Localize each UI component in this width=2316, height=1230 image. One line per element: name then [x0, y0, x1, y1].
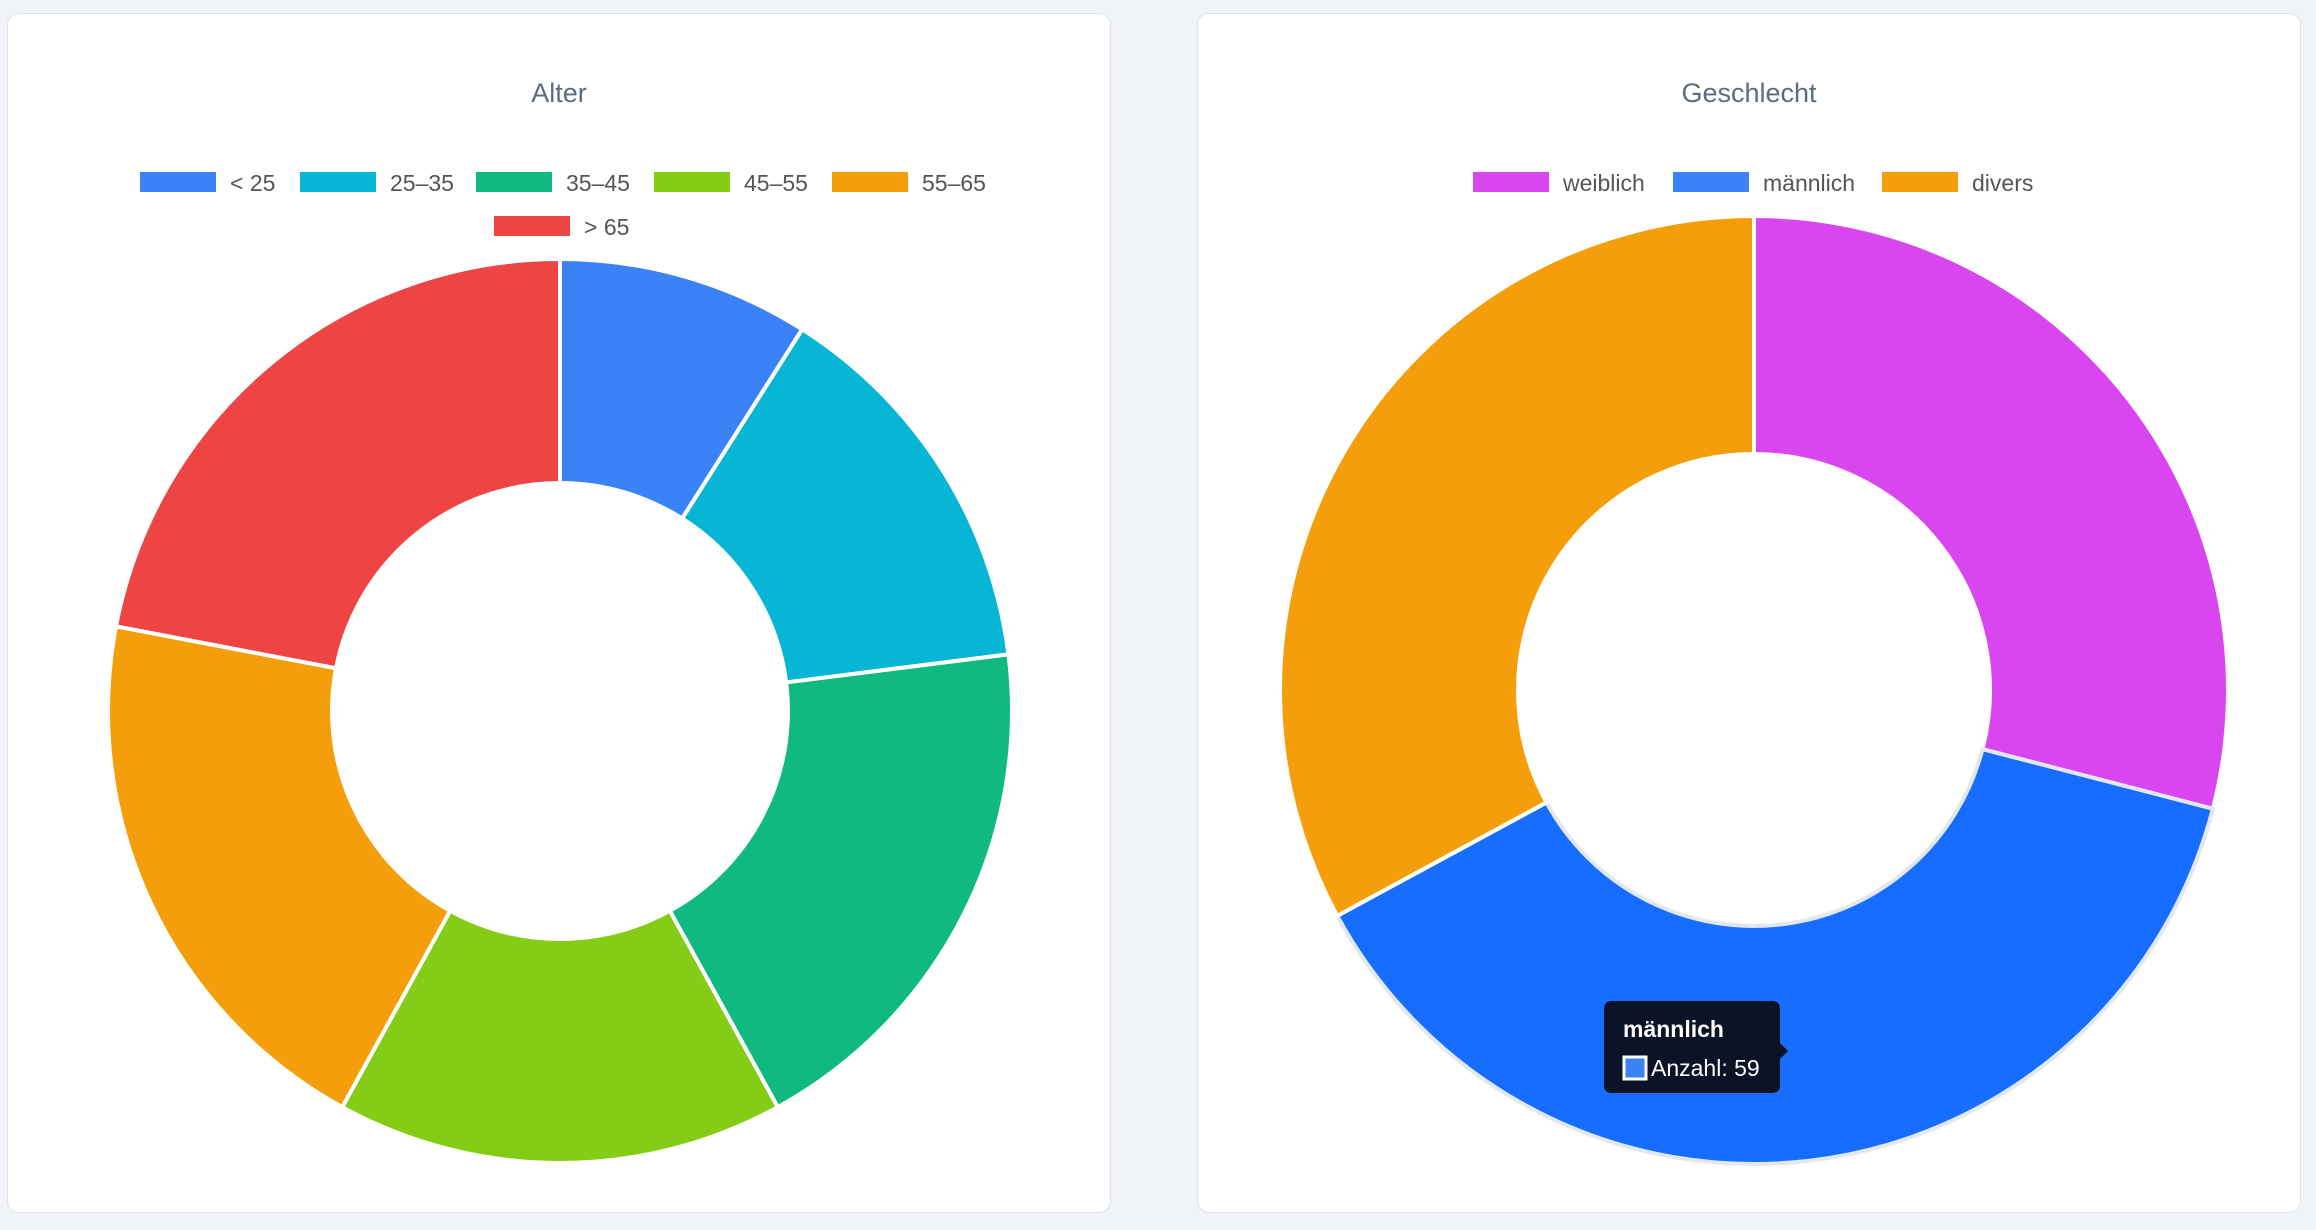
legend-item-25-35[interactable]: 25–35: [300, 170, 454, 196]
slice-55-65[interactable]: [106, 624, 453, 1110]
legend-item-weiblich[interactable]: weiblich: [1473, 170, 1645, 196]
legend: weiblich männlich divers: [1473, 170, 2033, 196]
legend-item-35-45[interactable]: 35–45: [476, 170, 630, 196]
legend-label: > 65: [584, 214, 629, 240]
legend-label: < 25: [230, 170, 275, 196]
age-doughnut-chart: < 25 25–35 35–45 45–55 55–65 > 65: [106, 170, 1014, 1165]
legend-item-under-25[interactable]: < 25: [140, 170, 275, 196]
legend-item-45-55[interactable]: 45–55: [654, 170, 808, 196]
legend-swatch: [494, 216, 570, 236]
age-chart-title: Alter: [531, 78, 587, 108]
legend-item-divers[interactable]: divers: [1882, 170, 2033, 196]
tooltip: männlich Anzahl: 59: [1604, 1001, 1788, 1093]
legend: < 25 25–35 35–45 45–55 55–65 > 65: [140, 170, 986, 240]
slice-weiblich[interactable]: [1752, 214, 2230, 811]
legend-label: 25–35: [390, 170, 454, 196]
legend-label: weiblich: [1562, 170, 1645, 196]
slice-35-45[interactable]: [667, 652, 1014, 1110]
legend-swatch: [1882, 172, 1958, 192]
slice-maennlich[interactable]: [1335, 747, 2215, 1166]
legend-label: männlich: [1763, 170, 1855, 196]
gender-chart-card: Geschlecht weiblich männlich divers männlic…: [1197, 13, 2301, 1213]
legend-label: 55–65: [922, 170, 986, 196]
legend-label: divers: [1972, 170, 2033, 196]
legend-item-over-65[interactable]: > 65: [494, 214, 629, 240]
slice-over-65[interactable]: [114, 257, 562, 671]
legend-swatch: [832, 172, 908, 192]
legend-label: 35–45: [566, 170, 630, 196]
slice-25-35[interactable]: [680, 327, 1011, 685]
age-chart-card: Alter < 25 25–35 35–45 45–55 55–65 > 65: [7, 13, 1111, 1213]
slice-45-55[interactable]: [340, 908, 780, 1165]
legend-swatch: [654, 172, 730, 192]
slices: [1278, 214, 2230, 1166]
legend-label: 45–55: [744, 170, 808, 196]
tooltip-label: Anzahl: 59: [1651, 1055, 1760, 1081]
legend-item-55-65[interactable]: 55–65: [832, 170, 986, 196]
legend-item-maennlich[interactable]: männlich: [1673, 170, 1855, 196]
legend-swatch: [140, 172, 216, 192]
legend-swatch: [300, 172, 376, 192]
tooltip-swatch: [1622, 1055, 1648, 1081]
gender-doughnut-chart: weiblich männlich divers männlich Anzahl: 59: [1278, 170, 2230, 1166]
gender-chart-title: Geschlecht: [1681, 78, 1817, 108]
slice-divers[interactable]: [1278, 214, 1756, 918]
legend-swatch: [1473, 172, 1549, 192]
slices: [106, 257, 1014, 1165]
legend-swatch: [476, 172, 552, 192]
tooltip-title: männlich: [1623, 1016, 1724, 1042]
tooltip-box: [1604, 1001, 1788, 1093]
legend-swatch: [1673, 172, 1749, 192]
